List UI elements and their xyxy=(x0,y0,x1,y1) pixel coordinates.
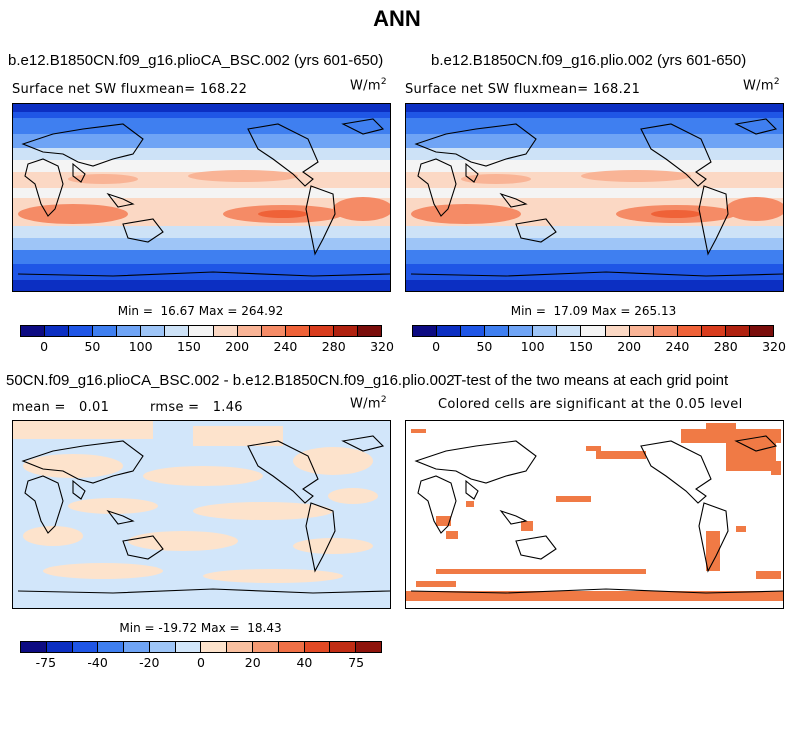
panel-title-bottom-right: T-test of the two means at each grid poi… xyxy=(453,372,729,389)
colorbar-swatch xyxy=(629,326,654,336)
colorbar-swatch xyxy=(356,642,381,652)
colorbar-swatch xyxy=(533,326,558,336)
sw-flux-map-top-left xyxy=(13,104,390,291)
colorbar-tick-label: 75 xyxy=(348,655,365,670)
map-bottom-left xyxy=(12,420,391,609)
colorbar-swatch xyxy=(237,326,262,336)
colorbar-swatch xyxy=(21,642,47,652)
colorbar-swatch xyxy=(653,326,678,336)
colorbar-tick-label: 20 xyxy=(244,655,261,670)
units-top-left: W/m2 xyxy=(350,77,387,94)
map-top-left xyxy=(12,103,391,292)
colorbar-swatch xyxy=(261,326,286,336)
colorbar-tick-label: 200 xyxy=(225,339,250,354)
colorbar-swatch xyxy=(149,642,176,652)
units-top-right: W/m2 xyxy=(743,77,780,94)
minmax-top-left: Min = 16.67 Max = 264.92 xyxy=(117,304,284,318)
colorbar-tick-label: 150 xyxy=(176,339,201,354)
ttest-significance-map xyxy=(406,421,783,608)
colorbar-tick-label: 150 xyxy=(568,339,593,354)
figure-title: ANN xyxy=(373,6,421,31)
colorbar-swatch xyxy=(253,642,279,652)
colorbar-swatch xyxy=(461,326,486,336)
colorbar-swatch xyxy=(278,642,305,652)
colorbar-tick-label: -75 xyxy=(35,655,57,670)
colorbar-swatch xyxy=(21,326,46,336)
panel-title-top-left: b.e12.B1850CN.f09_g16.plioCA_BSC.002 (yr… xyxy=(8,52,384,69)
colorbar-swatch xyxy=(509,326,534,336)
colorbar-swatch xyxy=(117,326,142,336)
colorbar-tick-label: 200 xyxy=(617,339,642,354)
colorbar-swatch xyxy=(141,326,166,336)
colorbar-swatch xyxy=(285,326,310,336)
colorbar-tick-label: 320 xyxy=(762,339,786,354)
colorbar-swatch xyxy=(227,642,254,652)
colorbar-tick-label: -20 xyxy=(139,655,160,670)
colorbar-tick-label: 240 xyxy=(665,339,690,354)
colorbar-swatch xyxy=(213,326,238,336)
colorbar-tick-label: 320 xyxy=(370,339,394,354)
colorbar-tick-label: 50 xyxy=(476,339,493,354)
colorbar-swatch xyxy=(557,326,582,336)
colorbar-swatch xyxy=(485,326,510,336)
field-label-top-left: Surface net SW fluxmean= 168.22 xyxy=(12,82,248,97)
colorbar-swatch xyxy=(413,326,438,336)
colorbar-swatch xyxy=(330,642,357,652)
colorbar-tick-label: 240 xyxy=(273,339,298,354)
colorbar-top-right xyxy=(412,325,774,337)
colorbar-swatch xyxy=(333,326,358,336)
colorbar-swatch xyxy=(175,642,202,652)
colorbar-swatch xyxy=(201,642,228,652)
colorbar-bottom-left xyxy=(20,641,382,653)
colorbar-swatch xyxy=(749,326,773,336)
colorbar-top-left xyxy=(20,325,382,337)
colorbar-swatch xyxy=(677,326,702,336)
colorbar-tick-label: -40 xyxy=(87,655,108,670)
colorbar-swatch xyxy=(304,642,331,652)
colorbar-tick-label: 280 xyxy=(713,339,738,354)
colorbar-swatch xyxy=(701,326,726,336)
map-top-right xyxy=(405,103,784,292)
rmse-bottom-left: rmse = 1.46 xyxy=(150,400,243,415)
minmax-top-right: Min = 17.09 Max = 265.13 xyxy=(510,304,677,318)
colorbar-tick-label: 100 xyxy=(128,339,153,354)
panel-title-bottom-left: 50CN.f09_g16.plioCA_BSC.002 - b.e12.B185… xyxy=(6,372,455,389)
difference-map xyxy=(13,421,390,608)
colorbar-tick-label: 0 xyxy=(197,655,205,670)
colorbar-tick-label: 280 xyxy=(321,339,346,354)
colorbar-swatch xyxy=(581,326,606,336)
colorbar-swatch xyxy=(165,326,190,336)
colorbar-swatch xyxy=(46,642,73,652)
map-bottom-right xyxy=(405,420,784,609)
colorbar-swatch xyxy=(98,642,125,652)
colorbar-swatch xyxy=(605,326,630,336)
field-label-top-right: Surface net SW fluxmean= 168.21 xyxy=(405,82,641,97)
colorbar-swatch xyxy=(93,326,118,336)
panel-title-top-right: b.e12.B1850CN.f09_g16.plio.002 (yrs 601-… xyxy=(431,52,747,69)
minmax-bottom-left: Min = -19.72 Max = 18.43 xyxy=(119,621,282,635)
colorbar-swatch xyxy=(309,326,334,336)
colorbar-swatch xyxy=(357,326,381,336)
colorbar-tick-label: 0 xyxy=(432,339,441,354)
subtitle-bottom-right: Colored cells are significant at the 0.0… xyxy=(438,397,743,412)
colorbar-tick-label: 50 xyxy=(84,339,101,354)
stats-bottom-left: mean = 0.01 xyxy=(12,400,110,415)
colorbar-swatch xyxy=(189,326,214,336)
colorbar-swatch xyxy=(437,326,462,336)
colorbar-swatch xyxy=(45,326,70,336)
colorbar-tick-label: 100 xyxy=(520,339,545,354)
colorbar-swatch xyxy=(124,642,150,652)
colorbar-tick-label: 0 xyxy=(40,339,49,354)
colorbar-swatch xyxy=(69,326,94,336)
units-bottom-left: W/m2 xyxy=(350,395,387,412)
colorbar-tick-label: 40 xyxy=(296,655,313,670)
colorbar-swatch xyxy=(72,642,99,652)
sw-flux-map-top-right xyxy=(406,104,783,291)
colorbar-swatch xyxy=(725,326,750,336)
